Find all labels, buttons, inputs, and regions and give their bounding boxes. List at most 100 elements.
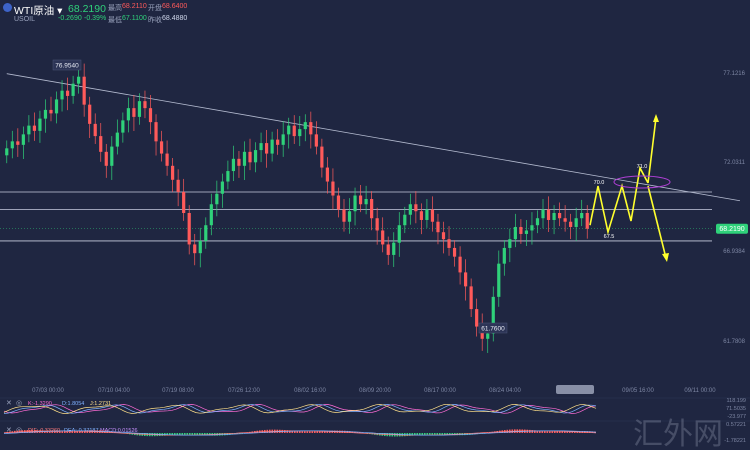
candle-body[interactable] — [524, 230, 529, 234]
candle-body[interactable] — [364, 199, 368, 205]
candle-body[interactable] — [171, 165, 175, 180]
candle-body[interactable] — [375, 218, 379, 231]
candle-body[interactable] — [132, 108, 136, 117]
candle-body[interactable] — [314, 134, 318, 147]
candle-body[interactable] — [392, 242, 396, 255]
candle-body[interactable] — [16, 141, 20, 145]
candle-body[interactable] — [193, 244, 197, 254]
candle-body[interactable] — [176, 179, 180, 193]
candle-body[interactable] — [32, 125, 37, 131]
candle-body[interactable] — [49, 109, 53, 114]
candle-body[interactable] — [259, 143, 263, 151]
candle-body[interactable] — [535, 218, 540, 226]
candle-body[interactable] — [563, 218, 567, 222]
candle-body[interactable] — [325, 167, 330, 182]
candle-body[interactable] — [585, 212, 589, 229]
candle-body[interactable] — [10, 141, 14, 149]
candle-body[interactable] — [60, 90, 64, 100]
candle-body[interactable] — [546, 209, 551, 220]
candle-body[interactable] — [264, 143, 269, 154]
candle-body[interactable] — [403, 214, 407, 226]
candle-body[interactable] — [298, 129, 302, 137]
candle-body[interactable] — [104, 151, 108, 166]
candle-body[interactable] — [303, 122, 307, 130]
candle-body[interactable] — [447, 239, 451, 248]
candle-body[interactable] — [530, 225, 534, 231]
candle-body[interactable] — [497, 263, 501, 297]
candle-body[interactable] — [458, 256, 462, 273]
caret-down-icon[interactable]: ▾ — [57, 5, 63, 17]
candle-body[interactable] — [370, 199, 374, 219]
candle-body[interactable] — [508, 239, 512, 248]
candle-body[interactable] — [292, 125, 296, 137]
candle-body[interactable] — [580, 212, 584, 219]
candle-body[interactable] — [452, 247, 457, 257]
candle-body[interactable] — [159, 141, 164, 154]
candle-body[interactable] — [414, 204, 418, 212]
candle-body[interactable] — [220, 181, 224, 194]
candle-body[interactable] — [320, 146, 324, 168]
candle-body[interactable] — [386, 244, 390, 255]
candle-body[interactable] — [54, 99, 59, 114]
candle-body[interactable] — [43, 109, 48, 119]
candle-body[interactable] — [475, 309, 479, 327]
candle-body[interactable] — [253, 150, 258, 163]
candle-body[interactable] — [358, 195, 363, 205]
candle-body[interactable] — [99, 136, 103, 152]
candle-body[interactable] — [419, 211, 423, 220]
candle-body[interactable] — [198, 240, 202, 254]
candle-body[interactable] — [242, 151, 247, 166]
candle-body[interactable] — [231, 158, 236, 172]
candle-body[interactable] — [215, 193, 219, 205]
candle-body[interactable] — [226, 171, 230, 182]
candle-body[interactable] — [569, 221, 573, 227]
candle-body[interactable] — [65, 90, 70, 96]
candle-body[interactable] — [77, 76, 81, 84]
candle-body[interactable] — [436, 221, 440, 233]
candle-body[interactable] — [519, 226, 523, 234]
candle-body[interactable] — [502, 247, 506, 264]
symbol-name[interactable]: WTI原油 ▾ — [14, 5, 63, 17]
candle-body[interactable] — [336, 195, 341, 210]
candle-body[interactable] — [513, 226, 517, 240]
candle-body[interactable] — [441, 232, 446, 240]
candle-body[interactable] — [148, 108, 153, 123]
candle-body[interactable] — [281, 134, 285, 145]
candle-body[interactable] — [126, 108, 130, 121]
candle-body[interactable] — [71, 83, 75, 96]
candle-body[interactable] — [248, 151, 252, 163]
candle-body[interactable] — [143, 101, 147, 109]
candle-body[interactable] — [121, 120, 125, 133]
candle-body[interactable] — [541, 209, 545, 219]
candle-body[interactable] — [182, 192, 186, 213]
candle-body[interactable] — [287, 125, 291, 135]
candle-body[interactable] — [270, 139, 274, 154]
candle-body[interactable] — [331, 181, 335, 196]
candle-body[interactable] — [237, 158, 241, 166]
candle-body[interactable] — [187, 212, 191, 245]
candle-body[interactable] — [347, 211, 352, 222]
candle-body[interactable] — [204, 225, 208, 241]
candle-body[interactable] — [165, 153, 169, 166]
candle-body[interactable] — [137, 101, 142, 117]
candle-body[interactable] — [381, 230, 385, 245]
candle-body[interactable] — [552, 212, 556, 220]
candle-body[interactable] — [276, 139, 280, 145]
candle-body[interactable] — [110, 146, 114, 166]
candle-body[interactable] — [557, 212, 562, 219]
candle-body[interactable] — [353, 195, 357, 212]
candle-body[interactable] — [209, 204, 213, 226]
candle-body[interactable] — [574, 218, 578, 227]
candle-body[interactable] — [154, 122, 158, 142]
candle-body[interactable] — [408, 204, 412, 215]
candle-body[interactable] — [93, 123, 97, 137]
candle-body[interactable] — [82, 76, 86, 105]
candle-body[interactable] — [115, 132, 119, 147]
candle-body[interactable] — [38, 118, 42, 131]
candle-body[interactable] — [27, 125, 31, 135]
candle-body[interactable] — [88, 104, 92, 124]
candle-body[interactable] — [425, 209, 429, 220]
candle-body[interactable] — [21, 134, 25, 145]
candle-body[interactable] — [486, 333, 490, 339]
